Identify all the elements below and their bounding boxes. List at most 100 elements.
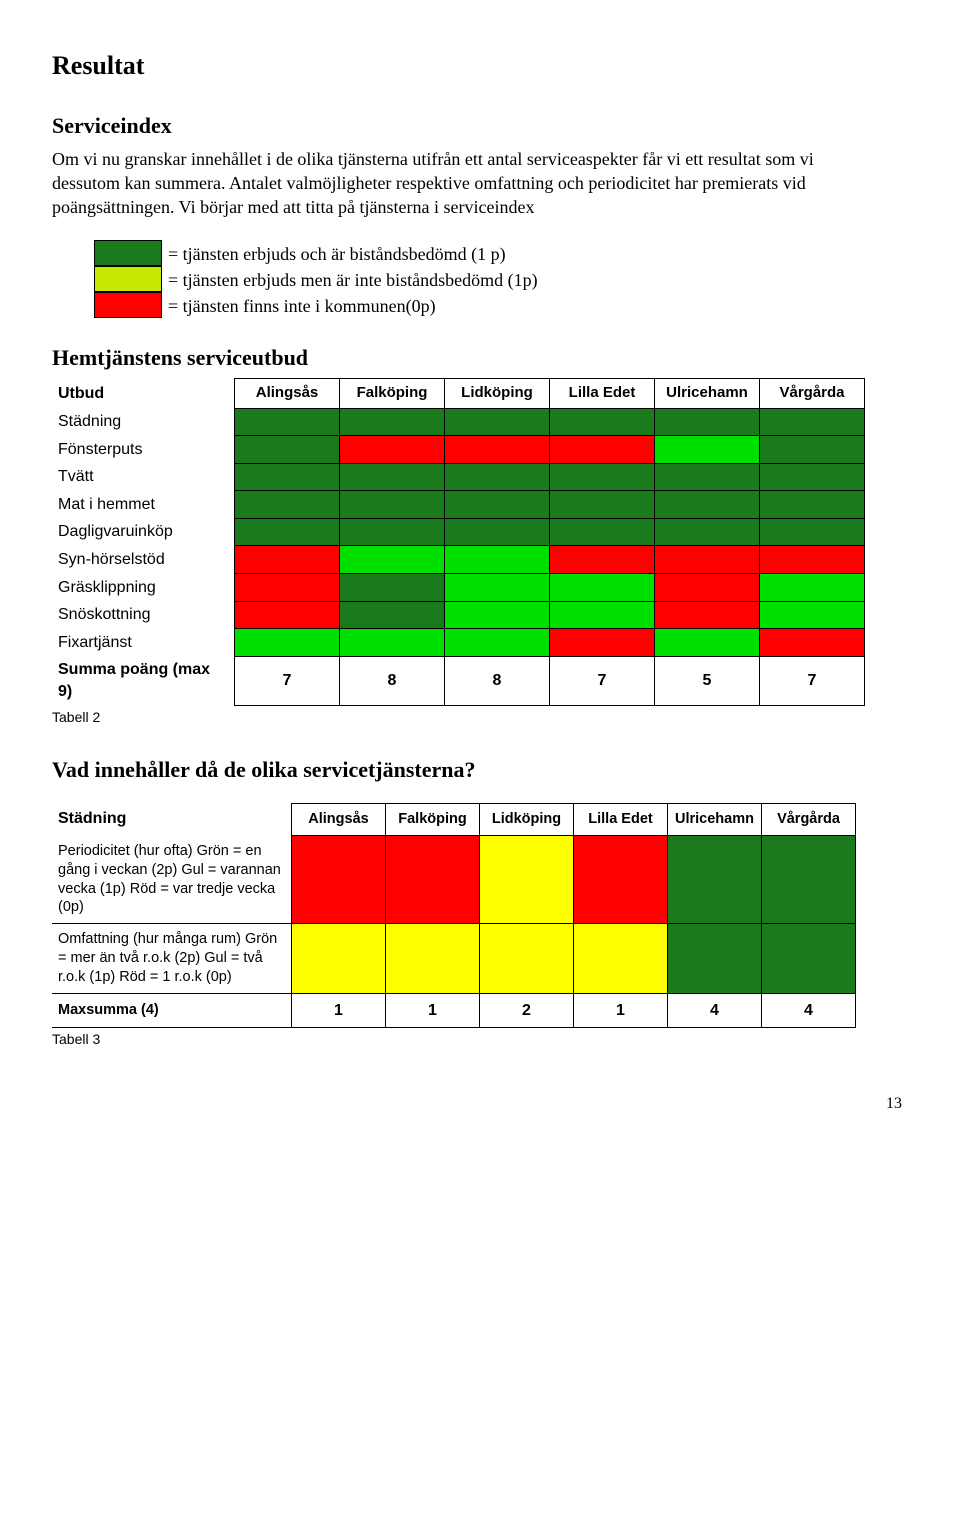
table-cell [760, 408, 865, 436]
table2-row-label: Omfattning (hur många rum) Grön = mer än… [52, 924, 292, 994]
table2-column-header: Falköping [386, 803, 480, 836]
table-row-label: Gräsklippning [52, 574, 235, 602]
table2-cell [574, 924, 668, 994]
table2-sum-value: 1 [386, 993, 480, 1028]
legend-text: = tjänsten erbjuds men är inte biståndsb… [168, 266, 538, 292]
legend-text: = tjänsten finns inte i kommunen(0p) [168, 292, 436, 318]
table-cell [655, 546, 760, 574]
table-cell [340, 518, 445, 546]
table-row-label: Syn-hörselstöd [52, 546, 235, 574]
legend-swatch-darkgreen [94, 240, 162, 266]
table2-cell [574, 836, 668, 924]
table-cell [235, 518, 340, 546]
table1-caption: Tabell 2 [52, 708, 908, 727]
table-cell [550, 408, 655, 436]
table-cell [445, 546, 550, 574]
table-cell [235, 574, 340, 602]
table-cell [340, 408, 445, 436]
table-cell [235, 491, 340, 519]
table-column-header: Falköping [340, 379, 445, 408]
table-sum-value: 7 [550, 656, 655, 705]
table-cell [340, 601, 445, 629]
table2-sum-value: 1 [574, 993, 668, 1028]
table-cell [340, 546, 445, 574]
table-cell [550, 629, 655, 657]
table-cell [550, 546, 655, 574]
table-cell [235, 408, 340, 436]
page-number: 13 [52, 1093, 908, 1115]
table-cell [445, 436, 550, 464]
table-column-header: Lilla Edet [550, 379, 655, 408]
legend-row: = tjänsten erbjuds men är inte biståndsb… [94, 266, 908, 292]
utbud-table: UtbudAlingsåsFalköpingLidköpingLilla Ede… [52, 378, 865, 706]
table-cell [340, 436, 445, 464]
table-cell [340, 629, 445, 657]
table-cell [760, 491, 865, 519]
table-cell [445, 408, 550, 436]
table-cell [760, 601, 865, 629]
table-cell [760, 546, 865, 574]
table-row-label: Fixartjänst [52, 629, 235, 657]
stadning-table: StädningAlingsåsFalköpingLidköpingLilla … [52, 803, 856, 1029]
legend-swatch-yellowgreen [94, 266, 162, 292]
table-cell [445, 629, 550, 657]
table2-cell [480, 924, 574, 994]
table-row-label: Snöskottning [52, 601, 235, 629]
table2-cell [762, 924, 856, 994]
legend: = tjänsten erbjuds och är biståndsbedömd… [94, 240, 908, 319]
table2-cell [292, 924, 386, 994]
table2-cell [668, 836, 762, 924]
table-cell [445, 601, 550, 629]
table-row-label: Dagligvaruinköp [52, 518, 235, 546]
table2-row-label: Periodicitet (hur ofta) Grön = en gång i… [52, 836, 292, 924]
table-cell [235, 436, 340, 464]
table-cell [760, 436, 865, 464]
table2-sum-label: Maxsumma (4) [52, 993, 292, 1028]
table2-sum-value: 1 [292, 993, 386, 1028]
table2-cell [386, 836, 480, 924]
table-column-header: Lidköping [445, 379, 550, 408]
table-row-label: Städning [52, 408, 235, 436]
table-cell [760, 574, 865, 602]
table-cell [760, 518, 865, 546]
table-cell [235, 601, 340, 629]
table2-cell [292, 836, 386, 924]
table2-column-header: Vårgårda [762, 803, 856, 836]
table-column-header: Alingsås [235, 379, 340, 408]
table-sum-value: 7 [235, 656, 340, 705]
table-cell [760, 629, 865, 657]
table-row-header: Utbud [52, 379, 235, 408]
table-cell [235, 546, 340, 574]
table-column-header: Ulricehamn [655, 379, 760, 408]
table2-sum-value: 2 [480, 993, 574, 1028]
table-cell [550, 601, 655, 629]
table2-column-header: Lilla Edet [574, 803, 668, 836]
table2-column-header: Lidköping [480, 803, 574, 836]
table-cell [235, 629, 340, 657]
table-column-header: Vårgårda [760, 379, 865, 408]
table-cell [655, 463, 760, 491]
table-row-label: Mat i hemmet [52, 491, 235, 519]
table-cell [760, 463, 865, 491]
table-cell [235, 463, 340, 491]
table-cell [340, 463, 445, 491]
table-cell [550, 463, 655, 491]
table2-cell [480, 836, 574, 924]
table-cell [655, 491, 760, 519]
table-cell [655, 629, 760, 657]
table2-column-header: Ulricehamn [668, 803, 762, 836]
table-cell [445, 491, 550, 519]
table-sum-value: 7 [760, 656, 865, 705]
table-cell [550, 574, 655, 602]
table-cell [445, 518, 550, 546]
table-cell [445, 574, 550, 602]
table-cell [550, 518, 655, 546]
intro-paragraph: Om vi nu granskar innehållet i de olika … [52, 147, 882, 220]
table-cell [655, 408, 760, 436]
table2-cell [386, 924, 480, 994]
vad-innehaller-heading: Vad innehåller då de olika servicetjänst… [52, 755, 908, 785]
legend-text: = tjänsten erbjuds och är biståndsbedömd… [168, 240, 506, 266]
legend-row: = tjänsten erbjuds och är biståndsbedömd… [94, 240, 908, 266]
table2-cell [762, 836, 856, 924]
legend-row: = tjänsten finns inte i kommunen(0p) [94, 292, 908, 318]
